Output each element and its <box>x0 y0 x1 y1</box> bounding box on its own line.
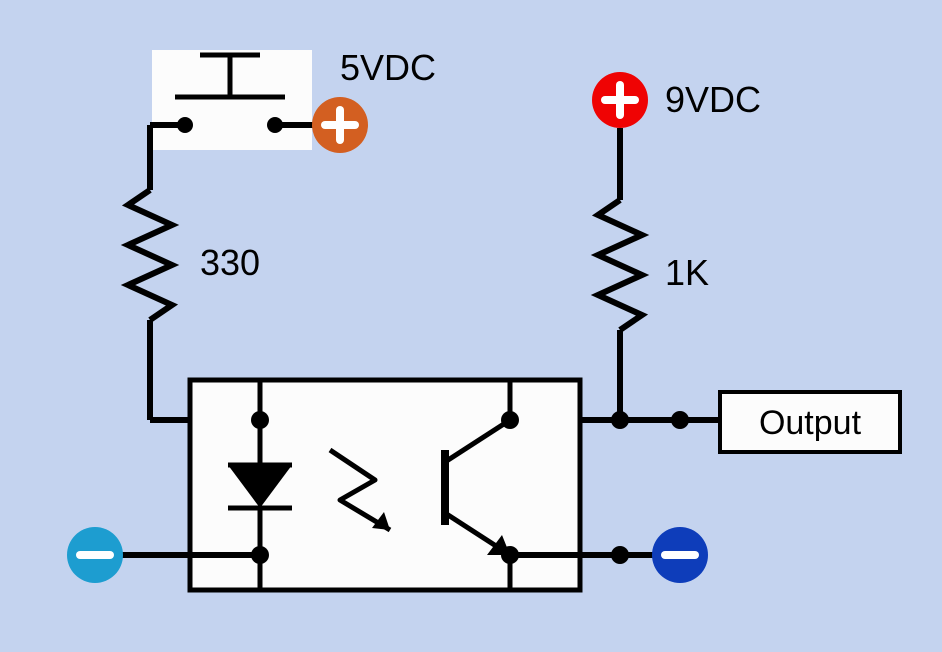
node <box>611 546 629 564</box>
node <box>671 411 689 429</box>
pushbutton <box>152 50 312 150</box>
optocoupler <box>190 380 580 590</box>
label-output: Output <box>759 404 862 442</box>
resistor-330 <box>128 190 172 320</box>
circuit-diagram: 5VDC 330 9VDC 1K Output <box>0 0 942 652</box>
terminal-plus-9v <box>592 72 648 128</box>
label-9vdc: 9VDC <box>665 79 761 120</box>
resistor-1k <box>598 200 642 330</box>
output-box: Output <box>720 392 900 452</box>
label-r1k: 1K <box>665 252 709 293</box>
terminal-minus-left <box>67 527 123 583</box>
label-r330: 330 <box>200 242 260 283</box>
label-5vdc: 5VDC <box>340 47 436 88</box>
terminal-plus-5v <box>312 97 368 153</box>
terminal-minus-right <box>652 527 708 583</box>
